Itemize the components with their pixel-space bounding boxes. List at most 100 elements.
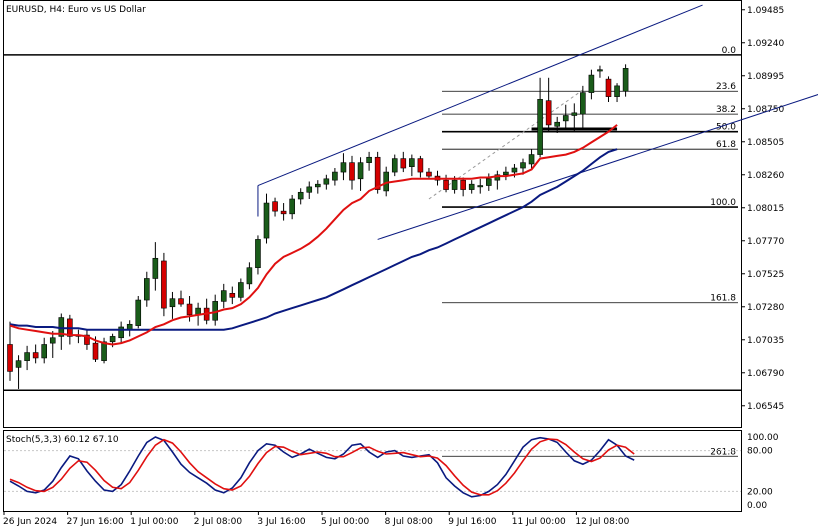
candle-body [255, 239, 261, 269]
price-tick-label: 1.07280 [747, 303, 784, 313]
candle-body [169, 298, 176, 308]
oscillator-tick-label: 0.00 [747, 501, 767, 511]
candle-body [597, 69, 603, 72]
candle-body [7, 344, 13, 372]
price-tick-label: 1.08995 [747, 72, 784, 82]
candle-body [391, 158, 398, 173]
candle-body [614, 85, 620, 97]
candle-body [460, 179, 466, 190]
price-tick-label: 1.09240 [747, 39, 784, 49]
ma-slow-line [9, 148, 618, 331]
time-tick-label: 26 Jun 2024 [3, 517, 57, 527]
candle-body [229, 292, 236, 298]
time-tick-label: 12 Jul 08:00 [575, 517, 629, 527]
candle-body [152, 257, 159, 279]
stoch-d-line [9, 438, 635, 496]
candle-body [332, 171, 338, 181]
moving-averages [9, 124, 618, 346]
candle-body [409, 158, 415, 167]
fib-level-label: 50.0 [716, 123, 736, 133]
oscillator-title: Stoch(5,3,3) 60.12 67.10 [6, 435, 119, 445]
candle-body [443, 179, 449, 190]
candle-body [545, 100, 552, 126]
time-axis: 26 Jun 2024 27 Jun 16:00 1 Jul 00:00 2 Jul … [3, 511, 630, 527]
fib-level-label: 100.0 [710, 198, 736, 208]
time-tick-label: 9 Jul 16:00 [448, 517, 497, 527]
stoch-k-line [9, 436, 635, 498]
candle-body [118, 326, 124, 339]
candle-body [144, 278, 150, 301]
price-tick-label: 1.08750 [747, 105, 784, 115]
candle-body [554, 121, 561, 127]
candle-body [400, 158, 407, 169]
time-tick-label: 8 Jul 08:00 [385, 517, 434, 527]
candle-body [340, 162, 347, 173]
time-tick-label: 3 Jul 16:00 [257, 517, 306, 527]
oscillator-tick-label: 20.00 [747, 487, 773, 497]
fibonacci-levels: 0.0 23.6 38.2 50.0 61.8 100.0 161.8 261.8 [442, 46, 738, 457]
candle-body [297, 191, 304, 200]
main-pane-frame [3, 0, 742, 428]
candle-body [323, 178, 330, 185]
price-tick-label: 1.06545 [747, 402, 784, 412]
price-tick-label: 1.07035 [747, 336, 784, 346]
ma-fast-line [9, 124, 618, 346]
price-tick-label: 1.09485 [747, 6, 784, 16]
candle-body [306, 186, 313, 193]
fib-level-label: 0.0 [722, 46, 737, 56]
candle-body [24, 352, 30, 361]
candle-body [178, 298, 184, 305]
candle-body [374, 156, 381, 190]
candle-body [246, 267, 253, 285]
fib-level-label: 38.2 [716, 105, 736, 115]
oscillator-tick-label: 80.00 [747, 447, 773, 457]
candle-body [135, 299, 142, 326]
candles [7, 64, 629, 389]
channel-upper-line [257, 4, 703, 187]
time-tick-label: 1 Jul 00:00 [130, 517, 179, 527]
candle-body [571, 112, 578, 116]
candle-body [477, 185, 484, 188]
candle-body [15, 360, 22, 368]
candle-body [562, 115, 569, 122]
candle-body [605, 78, 612, 97]
candle-body [588, 74, 595, 93]
candle-body [468, 183, 475, 190]
fib-level-label: 23.6 [716, 82, 736, 92]
candle-body [485, 178, 492, 186]
price-tick-label: 1.07525 [747, 270, 784, 280]
candle-body [92, 342, 99, 360]
chart-title: EURUSD, H4: Euro vs US Dollar [6, 5, 146, 15]
candle-body [451, 179, 458, 190]
candle-body [161, 260, 167, 309]
candle-body [511, 167, 518, 173]
candle-body [622, 68, 629, 92]
price-tick-label: 1.08015 [747, 204, 784, 214]
price-tick-label: 1.07770 [747, 237, 784, 247]
price-tick-label: 1.08260 [747, 171, 784, 181]
candle-body [520, 162, 526, 169]
candle-body [32, 352, 39, 359]
candle-body [366, 156, 372, 163]
candle-body [537, 99, 543, 155]
price-tick-label: 1.08505 [747, 138, 784, 148]
candle-body [101, 341, 107, 361]
candle-body [289, 198, 295, 215]
fib-level-label: 261.8 [710, 447, 736, 457]
candle-body [314, 183, 321, 188]
fib-level-label: 61.8 [716, 140, 736, 150]
candle-body [186, 303, 193, 316]
candle-body [41, 344, 48, 359]
candle-body [426, 171, 432, 177]
price-axis: 1.09485 1.09240 1.08995 1.08750 1.08505 1.082… [741, 6, 784, 412]
oscillator-tick-label: 100.00 [747, 433, 779, 443]
candle-body [109, 336, 116, 343]
time-tick-label: 27 Jun 16:00 [67, 517, 124, 527]
candle-body [528, 154, 535, 165]
candle-body [238, 282, 244, 298]
candle-body [417, 158, 424, 173]
candle-body [383, 171, 390, 192]
candle-body [280, 210, 287, 215]
candle-body [580, 92, 586, 115]
